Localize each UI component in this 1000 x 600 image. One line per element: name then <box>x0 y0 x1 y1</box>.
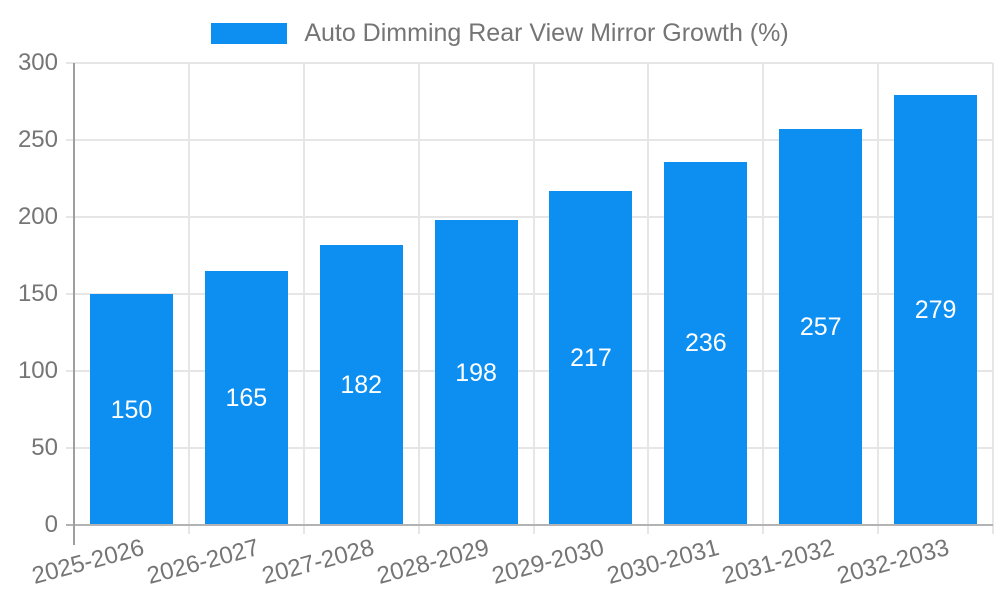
y-axis-line <box>73 63 75 545</box>
legend: Auto Dimming Rear View Mirror Growth (%) <box>0 16 1000 50</box>
bar[interactable]: 236 <box>664 161 748 525</box>
gridline-v <box>187 63 190 534</box>
bar[interactable]: 279 <box>894 95 978 525</box>
bar[interactable]: 257 <box>779 129 863 525</box>
y-tick-label: 250 <box>17 126 58 153</box>
gridline-h <box>66 216 993 218</box>
gridline-v <box>762 63 765 534</box>
y-tick-label: 100 <box>17 357 58 384</box>
legend-swatch <box>211 22 288 44</box>
gridline-v <box>532 63 535 534</box>
gridline-v <box>417 63 420 534</box>
gridline-v <box>877 63 880 534</box>
y-tick-label: 300 <box>17 49 58 76</box>
gridline-h <box>66 293 993 295</box>
bar[interactable]: 217 <box>549 190 633 525</box>
gridline-h <box>66 62 993 64</box>
y-tick-label: 0 <box>44 511 58 538</box>
gridline-h <box>66 447 993 449</box>
bar-value-label: 257 <box>799 313 842 342</box>
bar-value-label: 150 <box>110 395 153 424</box>
bar-value-label: 236 <box>684 329 727 358</box>
bar[interactable]: 165 <box>204 270 288 525</box>
x-axis-line <box>66 524 993 526</box>
bar-value-label: 198 <box>455 358 497 387</box>
bar-value-label: 279 <box>914 296 957 325</box>
bar-value-label: 165 <box>225 383 268 412</box>
plot-area: 150 165 182 198 217 236 257 279 <box>66 62 994 545</box>
gridline-h <box>66 370 993 372</box>
gridline-h <box>66 139 993 141</box>
bar[interactable]: 150 <box>89 294 173 525</box>
y-tick-label: 50 <box>31 434 58 461</box>
y-tick-label: 200 <box>17 203 58 230</box>
gridline-v <box>302 63 305 534</box>
y-tick-label: 150 <box>17 280 58 307</box>
bar-value-label: 182 <box>340 370 383 399</box>
gridline-v <box>647 63 650 534</box>
bar[interactable]: 198 <box>434 220 518 525</box>
legend-label: Auto Dimming Rear View Mirror Growth (%) <box>304 18 789 47</box>
gridline-v <box>992 63 994 534</box>
bar[interactable]: 182 <box>319 244 403 525</box>
bar-value-label: 217 <box>570 343 612 372</box>
